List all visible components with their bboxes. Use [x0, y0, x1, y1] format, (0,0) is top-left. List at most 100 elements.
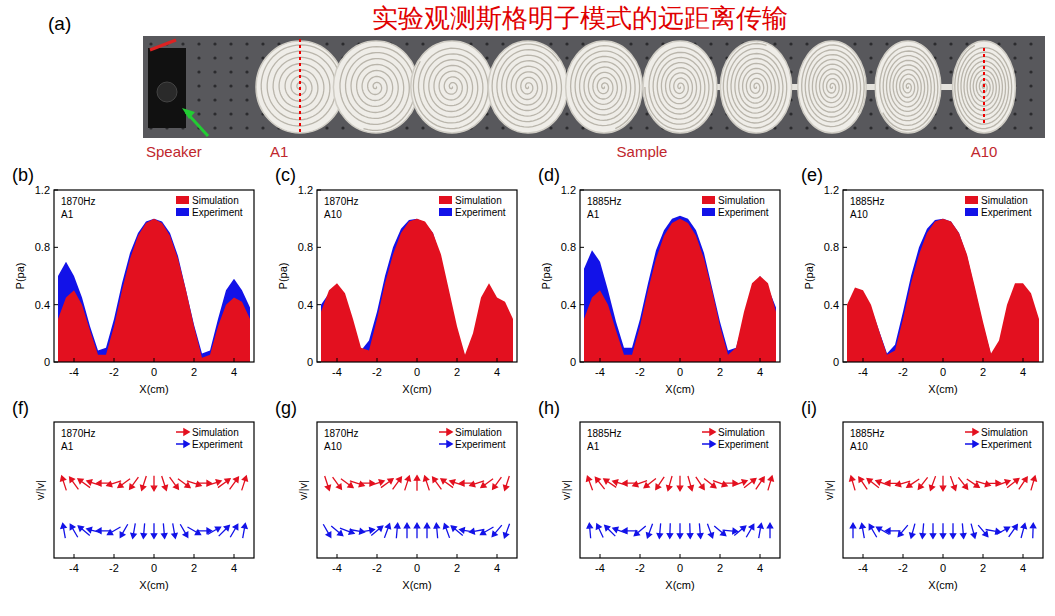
legend-swatch [176, 441, 189, 447]
vector-arrow [733, 480, 747, 486]
x-tick-label: -2 [898, 562, 908, 574]
speaker-body [148, 48, 186, 128]
legend-swatch [702, 441, 715, 447]
legend-swatch [176, 208, 189, 216]
vector-arrow [696, 477, 704, 489]
x-tick [720, 554, 721, 558]
y-tick [580, 190, 584, 191]
x-tick-label: -2 [372, 366, 382, 378]
vector-arrow [860, 523, 865, 538]
x-tick-label: 0 [677, 562, 683, 574]
vector-arrow [734, 526, 746, 536]
y-tick [843, 304, 847, 305]
annotation: 1885Hz [587, 428, 621, 439]
y-axis-title: v/|v| [34, 480, 46, 500]
legend-label: Experiment [981, 439, 1032, 450]
panel: (f)-4-2024X(cm)v/|v|1870HzA1SimulationEx… [12, 398, 254, 591]
peg-hole [581, 42, 584, 45]
vector-arrow [1031, 523, 1036, 538]
peg-hole [949, 112, 952, 115]
peg-hole [1029, 84, 1032, 87]
vector-arrow [930, 476, 936, 490]
peg-hole [325, 42, 328, 45]
y-tick-label: 0.4 [824, 299, 839, 311]
annotation: A10 [850, 441, 868, 452]
legend-label: Simulation [981, 427, 1028, 438]
vector-arrow [756, 477, 764, 489]
y-axis-title: v/|v| [297, 480, 309, 500]
y-tick-label: 0 [307, 356, 313, 368]
spiral [880, 46, 938, 130]
x-tick [600, 554, 601, 558]
vector-arrow [758, 523, 763, 538]
peg-hole [1013, 126, 1016, 129]
x-axis-title: X(cm) [139, 383, 168, 395]
vector-arrow [434, 523, 439, 538]
vector-arrow [1019, 477, 1027, 489]
vector-arrow [869, 524, 877, 537]
vector-arrow [698, 523, 703, 538]
peg-hole [869, 56, 872, 59]
y-tick-label: 1.2 [561, 184, 576, 196]
x-tick [74, 554, 75, 558]
x-tick [1023, 554, 1024, 558]
x-tick-label: 2 [980, 366, 986, 378]
annotation: 1870Hz [324, 428, 358, 439]
peg-hole [197, 98, 200, 101]
spiral [955, 45, 1012, 128]
vector-arrow [746, 524, 754, 537]
legend-label: Simulation [718, 195, 765, 206]
plot-frame [843, 190, 1043, 362]
x-axis-title: X(cm) [402, 579, 431, 591]
x-tick-label: 0 [940, 366, 946, 378]
vector-arrow [70, 524, 78, 537]
peg-hole [229, 70, 232, 73]
peg-hole [245, 70, 248, 73]
vector-arrow [120, 524, 128, 537]
peg-hole [1013, 56, 1016, 59]
x-tick [337, 358, 338, 362]
x-tick-label: -4 [595, 366, 605, 378]
sample-cell [566, 41, 643, 133]
annotation: 1885Hz [850, 196, 884, 207]
peg-hole [1013, 112, 1016, 115]
vector-arrow [634, 526, 646, 536]
vector-arrow [587, 476, 593, 490]
vector-arrow [1007, 479, 1019, 488]
x-tick-label: -4 [332, 366, 342, 378]
plot-area [323, 476, 509, 539]
area-series [321, 219, 513, 362]
legend-swatch [439, 196, 452, 204]
vector-arrow [596, 524, 603, 538]
peg-hole [869, 98, 872, 101]
vector-arrow [178, 479, 190, 488]
peg-hole [885, 126, 888, 129]
photo-label: A1 [270, 143, 288, 160]
x-tick-label: 2 [191, 366, 197, 378]
x-tick [154, 358, 155, 362]
speaker-arrow-head [182, 108, 195, 119]
x-tick-label: -4 [858, 562, 868, 574]
x-tick [760, 554, 761, 558]
peg-hole [885, 42, 888, 45]
y-tick [580, 247, 584, 248]
x-tick-label: 2 [191, 562, 197, 574]
x-tick-label: 4 [231, 562, 237, 574]
sample-cell [643, 41, 717, 133]
peg-hole [789, 56, 792, 59]
annotation: A10 [850, 209, 868, 220]
vector-arrow [444, 524, 450, 538]
vector-arrow [768, 476, 773, 490]
x-tick [457, 358, 458, 362]
annotation: 1870Hz [324, 196, 358, 207]
x-tick-label: 2 [717, 366, 723, 378]
sample-cell [720, 41, 791, 133]
panel-label: (c) [275, 165, 296, 185]
panel-label: (f) [12, 398, 29, 418]
peg-hole [853, 126, 856, 129]
legend-label: Simulation [718, 427, 765, 438]
peg-hole [789, 42, 792, 45]
vector-arrow [325, 476, 331, 490]
peg-hole [197, 84, 200, 87]
peg-hole [773, 42, 776, 45]
